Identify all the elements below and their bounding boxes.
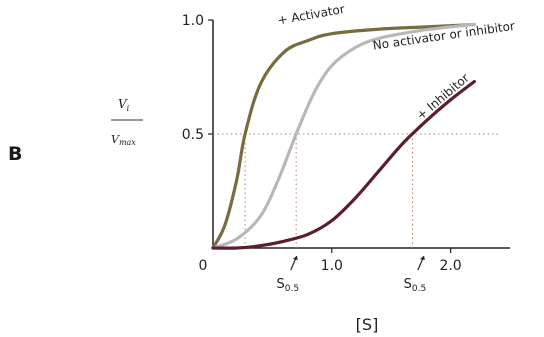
y-label-numerator: V	[118, 97, 128, 111]
y-label-denominator-sub: max	[119, 138, 136, 147]
y-label-denominator: V	[111, 133, 120, 146]
y-tick-label: 0.5	[182, 127, 204, 143]
curve-label-inhibitor: + Inhibitor	[414, 71, 472, 123]
panel-label: B	[8, 143, 22, 165]
s05-label: S0.5	[276, 277, 299, 294]
svg-text:Vi: Vi	[118, 97, 130, 113]
x-axis-label: [S]	[356, 315, 379, 334]
s05-label: S0.5	[404, 277, 427, 294]
s05-arrow-head	[419, 256, 425, 260]
curve-label-noeffector: No activator or inhibitor	[372, 19, 516, 53]
curve-labels: + Activator No activator or inhibitor + In…	[276, 2, 515, 123]
s05-markers: S0.5 S0.5	[276, 255, 427, 294]
x-tick-label: 0	[199, 258, 208, 274]
curve-noeffector	[211, 22, 476, 250]
svg-text:Vmax: Vmax	[111, 133, 136, 147]
y-tick-label: 1.0	[182, 13, 204, 29]
guide-lines	[213, 133, 500, 248]
x-tick-label: 2.0	[439, 258, 461, 274]
axis-ticks: 0 1.0 2.0 0.5 1.0	[182, 13, 462, 274]
curve-activator	[211, 22, 476, 250]
s05-arrow-head	[292, 256, 298, 260]
curve-label-activator: + Activator	[276, 2, 345, 28]
y-label-numerator-sub: i	[127, 104, 130, 113]
curves	[211, 22, 476, 250]
curve-inhibitor	[211, 79, 476, 250]
x-tick-label: 1.0	[321, 258, 343, 274]
y-axis-label: Vi Vmax	[111, 97, 143, 147]
